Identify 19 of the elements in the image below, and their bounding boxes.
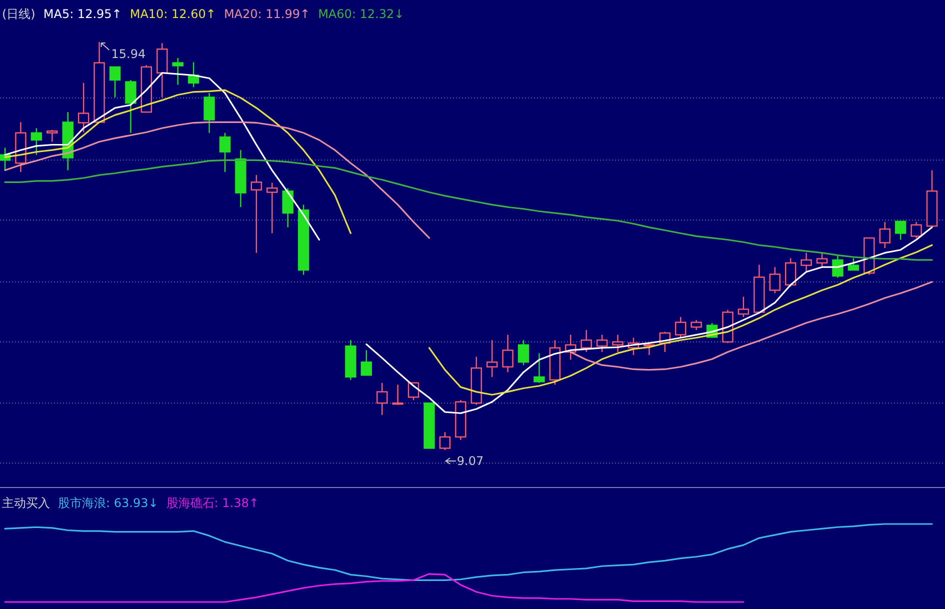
text: MA10: 12.60↑ (130, 7, 216, 21)
candlestick (800, 252, 812, 272)
candlestick (345, 340, 356, 381)
candlestick (78, 82, 90, 133)
candlestick (204, 92, 215, 134)
chart-title: 主动买入 (2, 496, 50, 510)
text: 9.07 (456, 454, 484, 468)
candlestick (282, 187, 294, 228)
candlestick (235, 149, 246, 208)
candlestick (486, 340, 498, 378)
text: MA60: 12.32↓ (318, 7, 404, 21)
chart-title: (日线) (2, 7, 36, 21)
text: MA5: 12.95↑ (43, 7, 122, 21)
candlestick (172, 57, 184, 86)
series-label: 股市海浪: 63.93↓ (58, 496, 158, 510)
candlestick (502, 334, 514, 373)
annotation: 15.94 (111, 47, 146, 61)
text: 股海礁石: 1.38↑ (166, 496, 259, 510)
text: MA20: 11.99↑ (224, 7, 310, 21)
